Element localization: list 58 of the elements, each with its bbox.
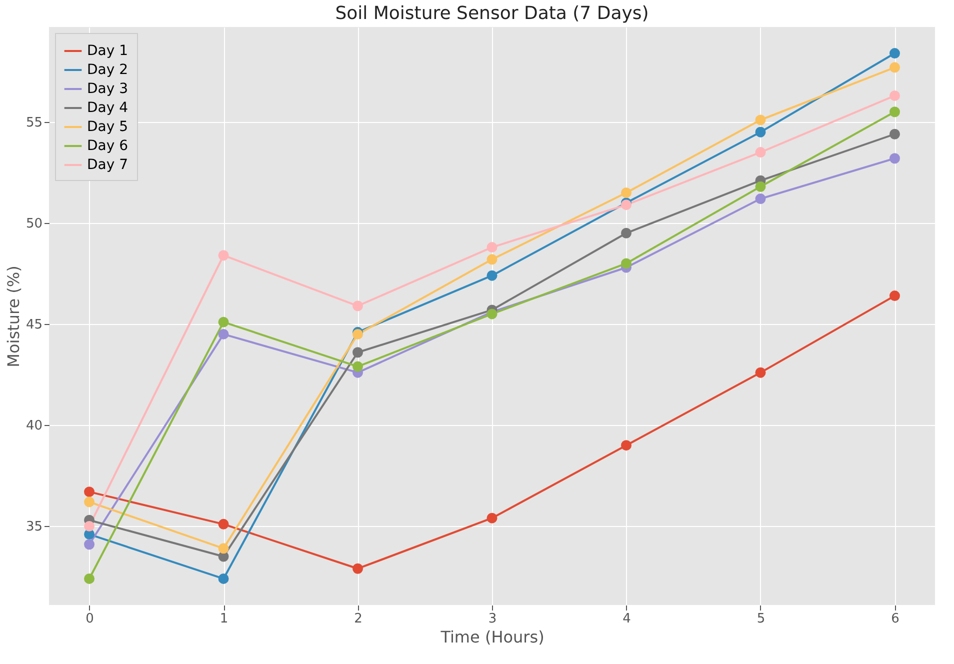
point	[84, 539, 95, 550]
x-tick-label: 5	[756, 612, 766, 626]
point	[755, 181, 766, 192]
point	[486, 270, 498, 281]
y-tick-label: 35	[26, 520, 42, 535]
legend-label: Day 6	[87, 138, 128, 154]
point	[755, 114, 766, 126]
legend-label: Day 4	[87, 100, 128, 116]
x-tick-label: 3	[488, 612, 497, 626]
point	[621, 228, 632, 238]
point	[755, 367, 766, 378]
point	[755, 126, 766, 138]
point	[889, 290, 900, 302]
chart-title: Soil Moisture Sensor Data (7 Days)	[335, 3, 649, 24]
point	[352, 563, 363, 574]
point	[218, 316, 229, 328]
legend-label: Day 1	[87, 43, 128, 59]
point	[889, 106, 900, 118]
point	[218, 518, 229, 530]
x-tick-label: 0	[86, 612, 94, 626]
point	[621, 187, 632, 198]
point	[621, 258, 632, 269]
x-tick-label: 1	[220, 612, 228, 626]
point	[755, 194, 766, 204]
point	[889, 128, 900, 140]
y-tick-label: 55	[26, 115, 42, 130]
point	[889, 62, 900, 73]
x-axis-title: Time (Hours)	[440, 628, 544, 646]
y-tick-label: 45	[26, 318, 42, 333]
legend-label: Day 7	[87, 157, 128, 173]
x-tick-label: 6	[891, 612, 900, 626]
point	[352, 361, 363, 372]
point	[889, 153, 900, 164]
point	[84, 486, 95, 498]
point	[352, 347, 363, 358]
x-tick-label: 2	[354, 612, 362, 626]
point	[84, 520, 95, 532]
point	[889, 48, 900, 59]
point	[84, 496, 95, 508]
x-tick-label: 4	[622, 612, 631, 626]
point	[621, 440, 632, 451]
y-tick-label: 40	[26, 418, 42, 434]
point	[218, 328, 229, 340]
point	[755, 147, 766, 158]
point	[486, 254, 498, 265]
y-axis-title: Moisture (%)	[4, 266, 23, 368]
point	[84, 573, 95, 584]
point	[486, 512, 498, 524]
legend-label: Day 5	[87, 119, 128, 135]
point	[218, 250, 229, 261]
point	[352, 300, 363, 312]
y-tick-label: 50	[26, 216, 42, 232]
point	[218, 573, 229, 584]
legend-label: Day 3	[87, 81, 128, 97]
point	[486, 242, 498, 253]
point	[889, 90, 900, 101]
legend-label: Day 2	[87, 62, 128, 78]
point	[218, 543, 229, 554]
